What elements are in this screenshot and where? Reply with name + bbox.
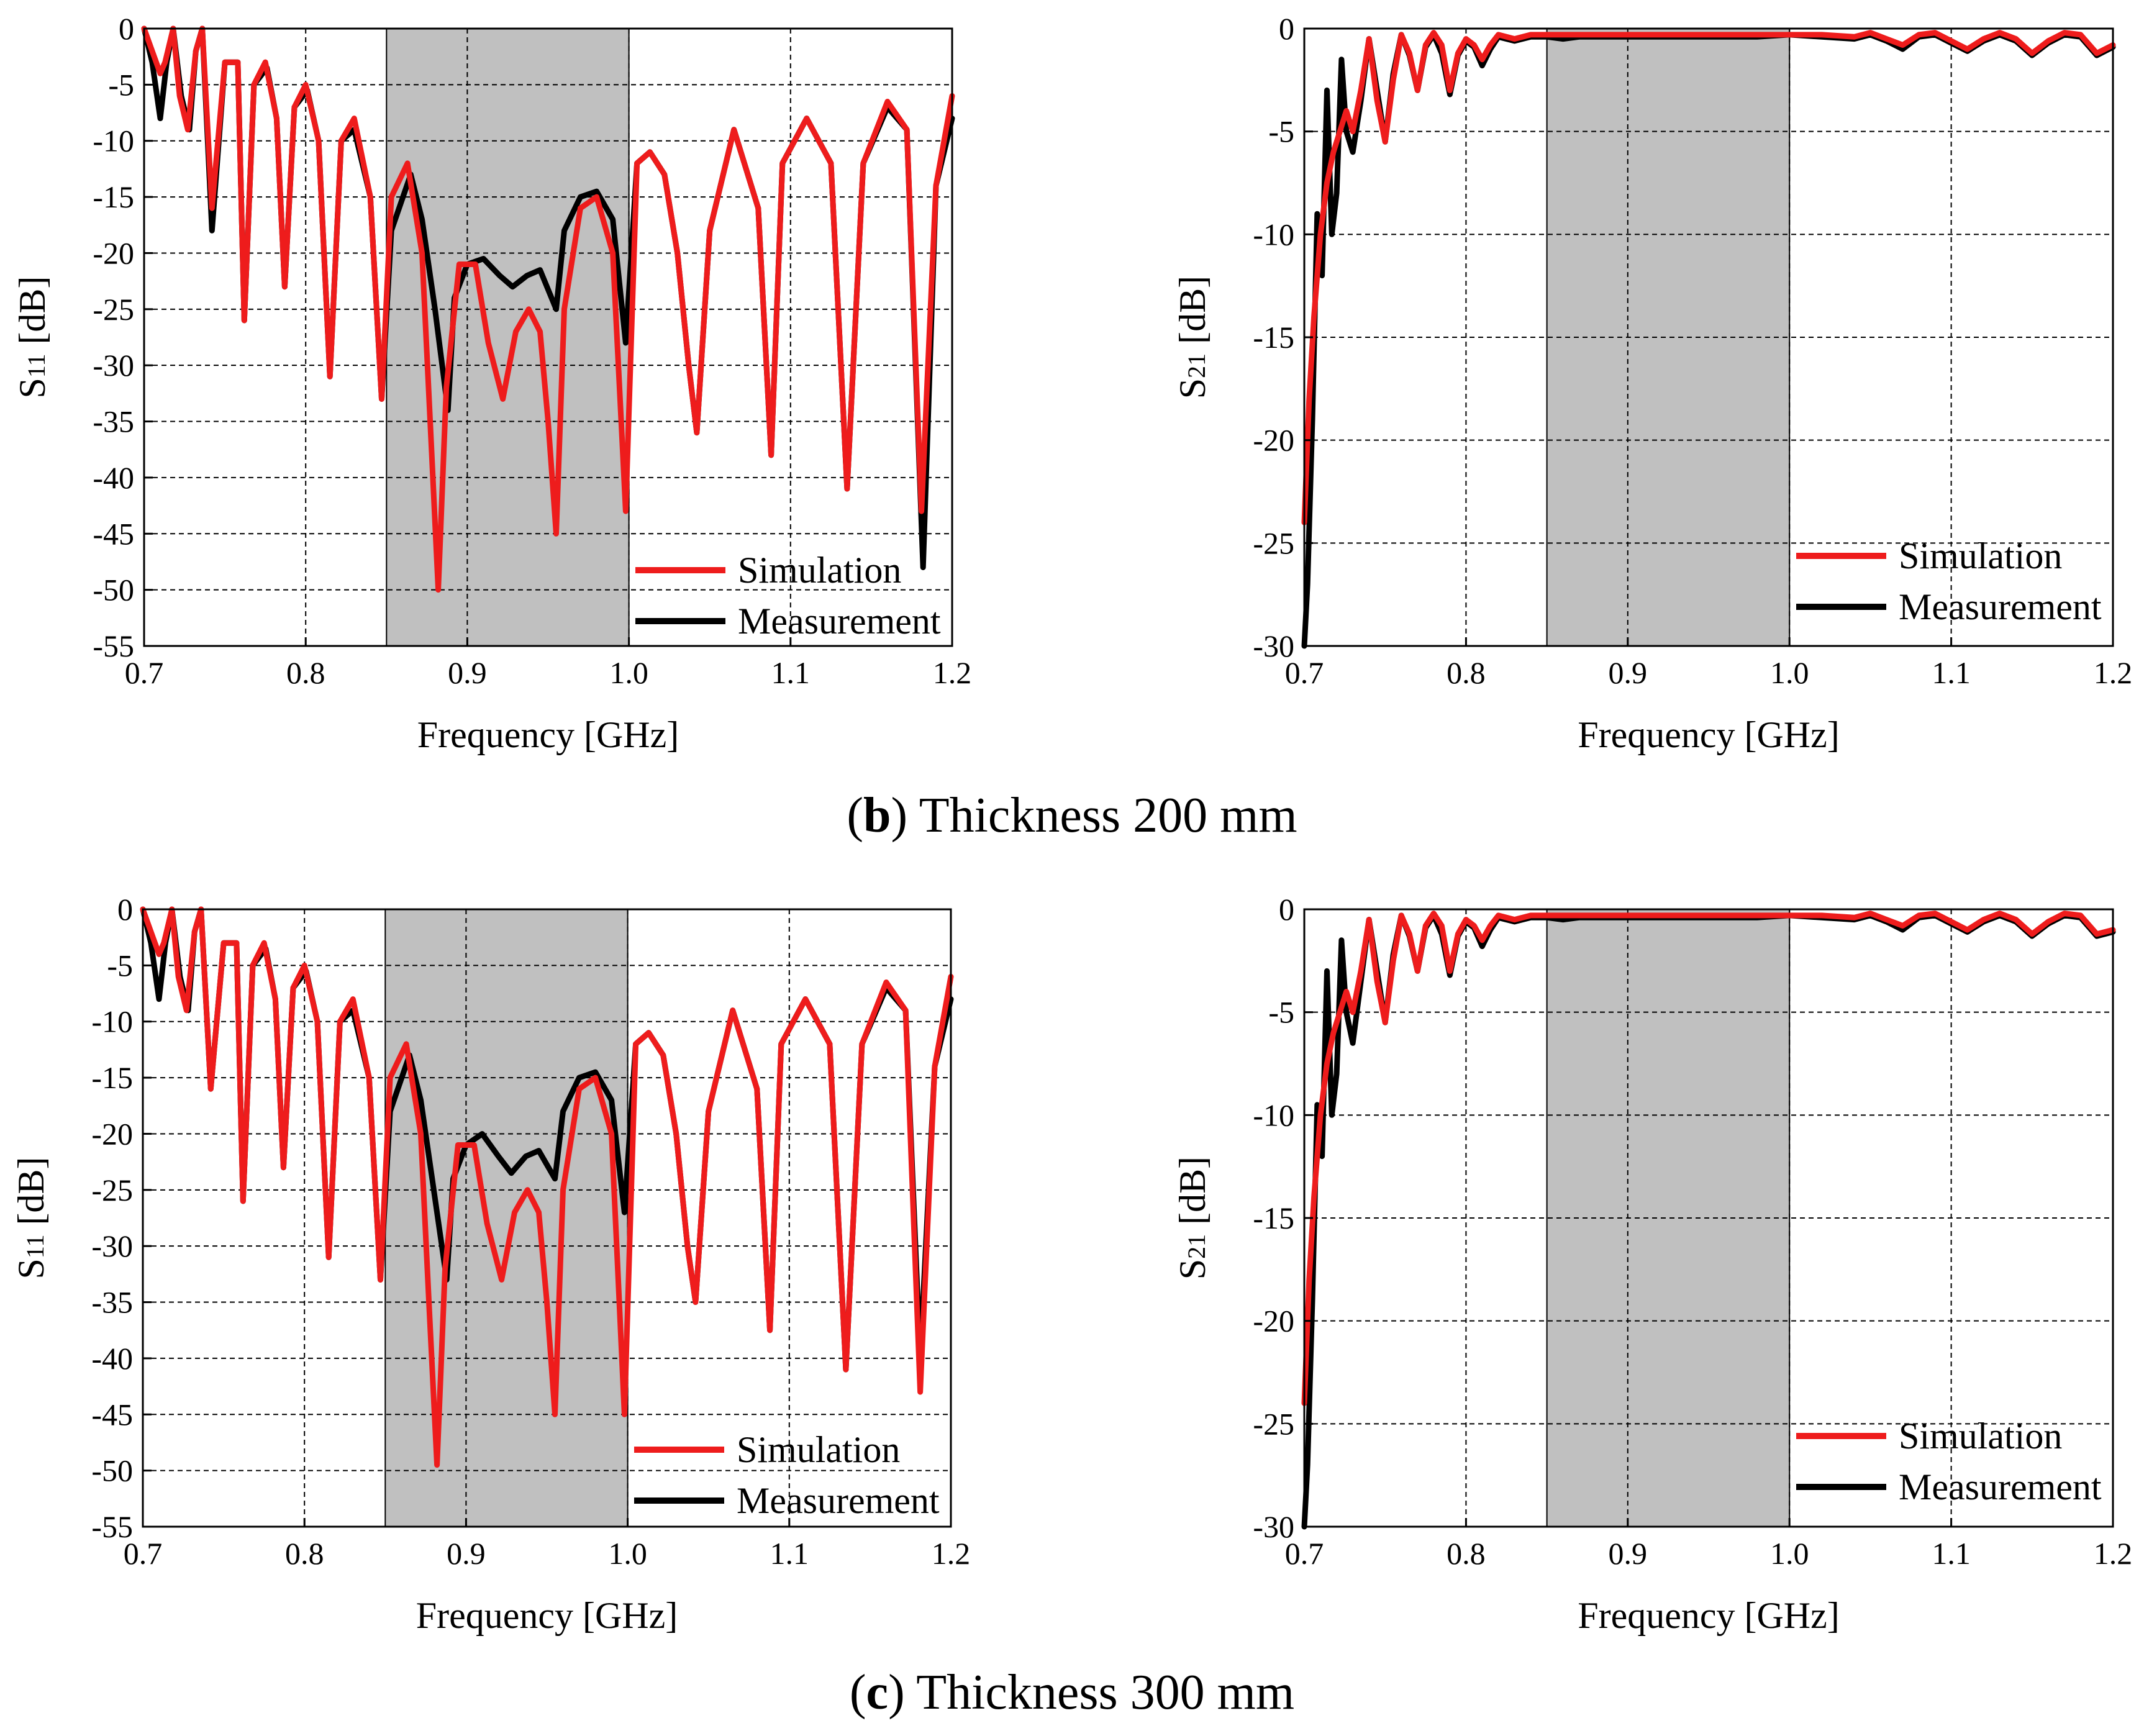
y-tick-label: -15 xyxy=(1253,1201,1294,1235)
x-tick-label: 0.8 xyxy=(285,1536,324,1571)
x-tick-label: 0.8 xyxy=(1447,655,1486,690)
y-tick-label: -5 xyxy=(107,948,133,983)
y-tick-label: -35 xyxy=(91,1285,133,1320)
legend-label-simulation: Simulation xyxy=(1899,1416,2062,1457)
y-tick-label: -5 xyxy=(1268,114,1294,149)
series-simulation-line xyxy=(140,906,954,1468)
series-simulation-line xyxy=(141,25,955,593)
legend-label-measurement: Measurement xyxy=(737,1480,940,1521)
c-s11-chart: 0.7 0.8 0.9 1.0 1.1 1.2 0 -5 -10 -15 -20 -25 -30 -35 -… xyxy=(11,892,970,1636)
x-tick-label: 0.9 xyxy=(447,1536,486,1571)
x-tick-label: 1.0 xyxy=(1770,1536,1809,1571)
x-tick-label: 1.2 xyxy=(2094,1536,2133,1571)
x-tick-label: 0.9 xyxy=(1609,655,1648,690)
x-tick-label: 0.8 xyxy=(286,655,325,690)
y-tick-label: -30 xyxy=(93,348,134,383)
x-tick-label: 1.0 xyxy=(608,1536,647,1571)
x-axis-label: Frequency [GHz] xyxy=(417,714,679,755)
caption-c-text: Thickness 300 mm xyxy=(916,1665,1295,1720)
y-tick-label: -15 xyxy=(1253,320,1294,355)
y-tick-label: -40 xyxy=(93,460,134,495)
y-tick-label: -20 xyxy=(1253,1304,1294,1338)
legend-label-simulation: Simulation xyxy=(1899,535,2062,576)
b-s11-chart: 0.7 0.8 0.9 1.0 1.1 1.2 0 -5 -10 -15 -20 -25 -30 -35 -… xyxy=(12,11,971,755)
y-tick-label: -10 xyxy=(1253,217,1294,252)
y-tick-label: -25 xyxy=(91,1173,133,1207)
y-tick-label: -25 xyxy=(93,292,134,327)
shaded-band xyxy=(385,909,628,1527)
x-tick-label: 1.1 xyxy=(771,655,811,690)
y-tick-label: -15 xyxy=(93,180,134,214)
x-tick-label: 1.2 xyxy=(933,655,972,690)
shaded-band xyxy=(386,29,629,646)
y-tick-label: -40 xyxy=(91,1341,133,1376)
legend-label-simulation: Simulation xyxy=(737,1429,900,1470)
plot-frame xyxy=(142,908,952,1528)
x-tick-label: 1.2 xyxy=(2094,655,2133,690)
y-tick-label: -45 xyxy=(93,516,134,551)
x-tick-label: 0.9 xyxy=(1609,1536,1648,1571)
legend-label-simulation: Simulation xyxy=(738,550,901,591)
y-tick-label: -50 xyxy=(91,1453,133,1488)
legend-label-measurement: Measurement xyxy=(1899,586,2102,627)
x-tick-label: 1.0 xyxy=(609,655,648,690)
x-tick-label: 0.7 xyxy=(1285,655,1324,690)
y-axis-label: S11 [dB] xyxy=(11,1157,52,1279)
y-tick-label: -20 xyxy=(91,1116,133,1151)
y-tick-label: -10 xyxy=(91,1004,133,1039)
x-tick-label: 1.1 xyxy=(770,1536,809,1571)
y-axis-label: S21 [dB] xyxy=(1172,1157,1213,1279)
y-tick-label: -30 xyxy=(1253,1509,1294,1544)
y-tick-label: -5 xyxy=(1268,995,1294,1030)
b-s21-chart: 0.7 0.8 0.9 1.0 1.1 1.2 0 -5 -10 -15 -20 -25 -30 Freq… xyxy=(1172,11,2132,755)
legend-label-measurement: Measurement xyxy=(1899,1466,2102,1507)
x-axis-label: Frequency [GHz] xyxy=(416,1595,678,1636)
y-tick-label: 0 xyxy=(119,11,134,46)
y-tick-label: -30 xyxy=(1253,629,1294,663)
legend-label-measurement: Measurement xyxy=(738,601,941,642)
y-tick-label: -50 xyxy=(93,573,134,607)
x-tick-label: 0.7 xyxy=(124,1536,163,1571)
x-tick-label: 0.7 xyxy=(125,655,164,690)
x-axis-label: Frequency [GHz] xyxy=(1578,1595,1840,1636)
y-tick-label: -10 xyxy=(1253,1097,1294,1132)
x-tick-label: 1.0 xyxy=(1770,655,1809,690)
y-tick-label: 0 xyxy=(117,892,133,927)
y-tick-label: -15 xyxy=(91,1060,133,1095)
x-tick-label: 0.7 xyxy=(1285,1536,1324,1571)
y-tick-label: -55 xyxy=(93,629,134,663)
x-tick-label: 1.1 xyxy=(1932,1536,1971,1571)
y-tick-label: -10 xyxy=(93,124,134,158)
caption-b-text: Thickness 200 mm xyxy=(919,788,1297,843)
x-tick-label: 0.9 xyxy=(448,655,487,690)
y-tick-label: 0 xyxy=(1279,892,1294,927)
series-simulation-line xyxy=(1301,911,2116,1406)
y-tick-label: -5 xyxy=(108,67,134,102)
plot-frame xyxy=(143,27,953,647)
caption-c: (c) Thickness 300 mm xyxy=(849,1665,1295,1720)
c-s21-chart: 0.7 0.8 0.9 1.0 1.1 1.2 0 -5 -10 -15 -20 -25 -30 Freq… xyxy=(1172,892,2132,1636)
y-tick-label: -35 xyxy=(93,404,134,439)
y-tick-label: 0 xyxy=(1279,11,1294,46)
x-tick-label: 1.2 xyxy=(932,1536,971,1571)
y-axis-label: S21 [dB] xyxy=(1172,276,1213,399)
y-tick-label: -30 xyxy=(91,1229,133,1263)
x-tick-label: 0.8 xyxy=(1447,1536,1486,1571)
y-axis-label: S11 [dB] xyxy=(12,276,53,399)
caption-b-letter: b xyxy=(863,788,891,843)
y-tick-label: -25 xyxy=(1253,525,1294,560)
caption-b: (b) Thickness 200 mm xyxy=(847,788,1297,843)
x-axis-label: Frequency [GHz] xyxy=(1578,714,1840,755)
y-tick-label: -20 xyxy=(93,235,134,270)
y-tick-label: -45 xyxy=(91,1397,133,1432)
y-tick-label: -20 xyxy=(1253,423,1294,458)
caption-c-letter: c xyxy=(866,1665,889,1720)
series-simulation-line xyxy=(1301,30,2116,525)
y-tick-label: -55 xyxy=(91,1509,133,1544)
x-tick-label: 1.1 xyxy=(1932,655,1971,690)
y-tick-label: -25 xyxy=(1253,1406,1294,1441)
